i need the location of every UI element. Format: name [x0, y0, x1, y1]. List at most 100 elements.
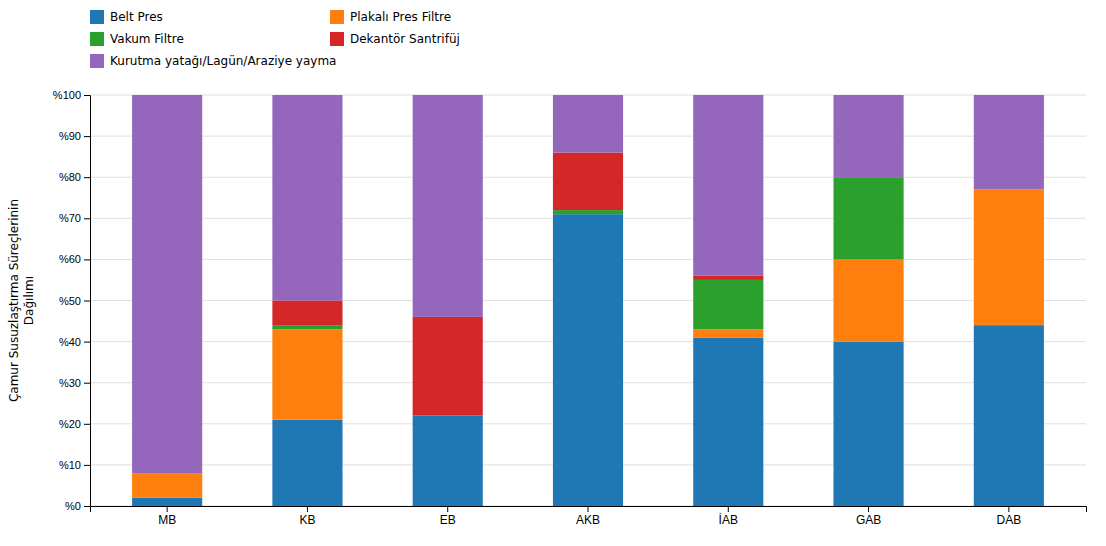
y-tick-mark [84, 259, 90, 260]
x-tick-label: KB [299, 513, 315, 527]
x-tick: EB [440, 506, 456, 527]
chart-container: MB KB EB AKB İAB GAB DAB %0 %10 %20 %30 %40 %50 %60 %7… [0, 0, 1106, 546]
y-axis-title-line: Dağılımı [22, 276, 36, 325]
bar-series [132, 190, 1044, 498]
legend-swatch [90, 32, 104, 46]
x-tick-label: AKB [576, 513, 600, 527]
bar [132, 473, 202, 498]
bar [974, 95, 1044, 190]
x-tick-mark [307, 506, 308, 512]
x-tick: AKB [576, 506, 600, 527]
legend-label: Plakalı Pres Filtre [350, 10, 451, 24]
y-tick: %30 [59, 377, 90, 389]
y-tick-label: %10 [59, 459, 81, 471]
x-tick-mark [588, 506, 589, 512]
y-tick-mark [84, 383, 90, 384]
y-tick-label: %30 [59, 377, 81, 389]
y-tick-label: %0 [65, 500, 81, 512]
chart-svg: MB KB EB AKB İAB GAB DAB %0 %10 %20 %30 %40 %50 %60 %7… [0, 0, 1106, 546]
plot-area: MB KB EB AKB İAB GAB DAB %0 %10 %20 %30 %40 %50 %60 %7… [53, 89, 1087, 527]
y-tick-mark [84, 177, 90, 178]
y-tick: %20 [59, 418, 90, 430]
bar [693, 280, 763, 329]
x-tick: İAB [719, 506, 738, 527]
bar [693, 276, 763, 280]
y-tick: %90 [59, 130, 90, 142]
legend: Belt Pres Plakalı Pres Filtre Vakum Filtre… [90, 10, 460, 68]
bar [272, 329, 342, 419]
bar [553, 95, 623, 153]
y-tick-mark [84, 218, 90, 219]
legend-item: Vakum Filtre [90, 32, 184, 46]
bar [272, 325, 342, 329]
x-tick-label: İAB [719, 513, 738, 527]
x-tick: KB [299, 506, 315, 527]
y-tick-label: %100 [53, 89, 81, 101]
bar [693, 329, 763, 337]
legend-swatch [330, 32, 344, 46]
x-axis: MB KB EB AKB İAB GAB DAB [91, 506, 1087, 527]
bar-series [272, 153, 763, 416]
y-tick-label: %20 [59, 418, 81, 430]
y-tick: %100 [53, 89, 90, 101]
x-tick-mark [167, 506, 168, 512]
y-tick-mark [84, 506, 90, 507]
legend-swatch [90, 10, 104, 24]
x-tick-mark [728, 506, 729, 512]
y-tick: %0 [65, 500, 90, 512]
y-axis-title-line: Çamur Susuzlaştırma Süreçlerinin [7, 199, 21, 402]
bar [272, 301, 342, 326]
y-tick-mark [84, 301, 90, 302]
y-tick-mark [84, 465, 90, 466]
y-axis: %0 %10 %20 %30 %40 %50 %60 %70 %80 %90 %100 [53, 89, 91, 512]
y-axis-line [84, 96, 91, 507]
bar [693, 95, 763, 276]
y-tick: %70 [59, 212, 90, 224]
y-tick-mark [84, 136, 90, 137]
legend-label: Vakum Filtre [110, 32, 184, 46]
y-tick: %10 [59, 459, 90, 471]
y-tick-label: %40 [59, 336, 81, 348]
y-tick-label: %80 [59, 171, 81, 183]
bar [833, 259, 903, 341]
bars [132, 95, 1044, 506]
y-tick-label: %90 [59, 130, 81, 142]
bar [132, 95, 202, 473]
x-tick-label: DAB [997, 513, 1022, 527]
x-tick-label: EB [440, 513, 456, 527]
y-tick: %50 [59, 295, 90, 307]
bar [553, 214, 623, 506]
bar-series [132, 95, 1044, 473]
x-tick-mark [868, 506, 869, 512]
bar [974, 190, 1044, 326]
legend-swatch [330, 10, 344, 24]
legend-item: Plakalı Pres Filtre [330, 10, 451, 24]
bar [833, 342, 903, 506]
x-tick: GAB [856, 506, 881, 527]
grid [90, 95, 1086, 506]
bar [272, 95, 342, 301]
bar [413, 317, 483, 416]
y-tick-label: %60 [59, 253, 81, 265]
x-tick-mark [1008, 506, 1009, 512]
y-tick-mark [84, 424, 90, 425]
bar [553, 153, 623, 211]
bar [833, 95, 903, 177]
legend-swatch [90, 54, 104, 68]
x-tick-mark [447, 506, 448, 512]
bar [693, 337, 763, 506]
x-tick-label: GAB [856, 513, 881, 527]
bar-series [132, 214, 1044, 506]
legend-item: Dekantör Santrifüj [330, 32, 460, 46]
bar [272, 420, 342, 506]
y-tick: %80 [59, 171, 90, 183]
bar [974, 325, 1044, 506]
y-tick-mark [84, 95, 90, 96]
bar [553, 210, 623, 214]
x-axis-line [91, 507, 1087, 513]
y-axis-title: Çamur Susuzlaştırma SüreçlerininDağılımı [7, 199, 36, 402]
x-tick: MB [158, 506, 176, 527]
y-tick: %40 [59, 336, 90, 348]
legend-label: Kurutma yatağı/Lagün/Araziye yayma [110, 54, 336, 68]
legend-item: Belt Pres [90, 10, 163, 24]
